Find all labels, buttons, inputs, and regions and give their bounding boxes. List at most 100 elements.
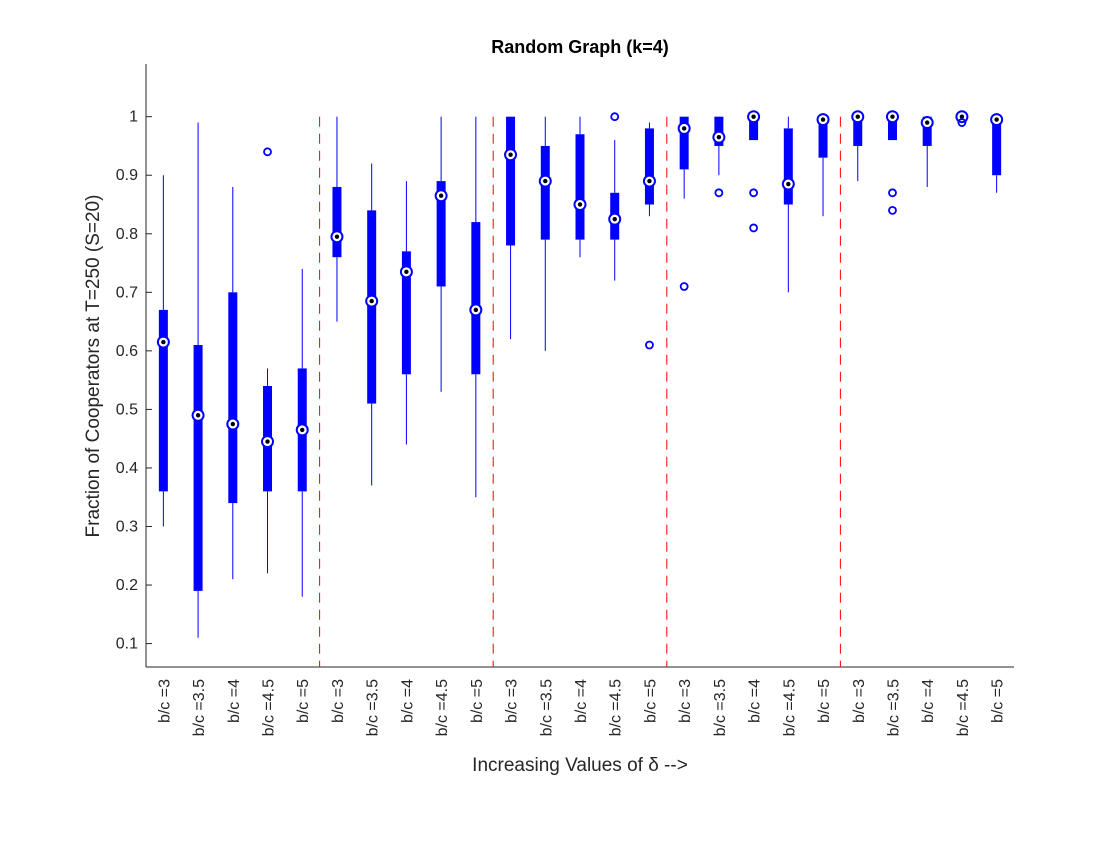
box-16 xyxy=(677,116,691,291)
median-dot xyxy=(508,152,513,157)
interquartile-box xyxy=(228,292,238,504)
outlier-point xyxy=(749,188,758,198)
x-tick-label: b/c =4.5 xyxy=(955,679,972,736)
x-tick-label: b/c =4 xyxy=(226,679,243,723)
median-dot xyxy=(786,181,791,187)
x-axis-label: Increasing Values of δ --> xyxy=(472,755,688,776)
x-tick-label: b/c =5 xyxy=(990,679,1007,723)
interquartile-box xyxy=(992,116,1002,176)
box-12 xyxy=(538,116,552,351)
median-dot xyxy=(265,439,270,444)
y-tick-label: 1 xyxy=(129,109,138,126)
median-dot xyxy=(855,114,860,119)
box-15 xyxy=(642,122,656,350)
interquartile-box xyxy=(644,128,654,205)
interquartile-box xyxy=(193,345,203,591)
x-tick-label: b/c =3 xyxy=(504,679,521,723)
box-23 xyxy=(920,116,934,187)
box-5 xyxy=(295,268,309,597)
median-dot xyxy=(300,427,305,433)
median-dot xyxy=(681,126,687,131)
box-2 xyxy=(191,122,205,638)
y-tick-label: 0.6 xyxy=(116,343,138,360)
median-dot xyxy=(890,114,895,119)
interquartile-box xyxy=(401,251,411,375)
box-14 xyxy=(608,112,622,281)
median-dot xyxy=(751,114,756,119)
x-tick-label: b/c =4 xyxy=(920,679,937,723)
interquartile-box xyxy=(818,116,828,158)
x-tick-label: b/c =3.5 xyxy=(885,679,902,736)
median-dot xyxy=(404,269,409,275)
box-7 xyxy=(365,163,379,486)
x-tick-label: b/c =3 xyxy=(851,679,868,723)
y-tick-label: 0.5 xyxy=(116,401,138,418)
median-dot xyxy=(369,298,374,304)
box-24 xyxy=(955,110,969,127)
y-tick-label: 0.7 xyxy=(116,284,138,301)
chart-title: Random Graph (k=4) xyxy=(491,37,669,57)
x-tick-label: b/c =4 xyxy=(573,679,590,723)
outlier-point xyxy=(888,205,897,215)
interquartile-box xyxy=(332,186,342,258)
interquartile-box xyxy=(783,128,793,205)
plot-area: 0.1 0.2 0.3 0.4 0.5 0.6 0.7 0.8 0.9 1 b/c =3 b/c =3… xyxy=(116,64,1014,736)
interquartile-box xyxy=(158,309,168,492)
x-tick-label: b/c =5 xyxy=(469,679,486,723)
median-dot xyxy=(334,234,340,239)
outlier-point xyxy=(263,147,272,157)
y-tick-label: 0.3 xyxy=(116,518,138,535)
interquartile-box xyxy=(749,116,759,141)
median-dot xyxy=(612,216,617,222)
median-dot xyxy=(959,114,965,119)
x-tick-label: b/c =5 xyxy=(642,679,659,723)
x-tick-label: b/c =3.5 xyxy=(538,679,555,736)
median-dot xyxy=(925,120,930,125)
interquartile-box xyxy=(679,116,689,170)
outlier-point xyxy=(645,340,654,350)
outlier-point xyxy=(610,112,620,122)
interquartile-box xyxy=(922,116,932,146)
interquartile-box xyxy=(506,116,516,246)
box-20 xyxy=(816,113,830,217)
x-tick-label: b/c =4.5 xyxy=(261,679,278,736)
y-tick-label: 0.8 xyxy=(116,226,138,243)
interquartile-box xyxy=(575,134,585,240)
box-13 xyxy=(573,116,587,258)
box-3 xyxy=(226,186,240,580)
median-dot xyxy=(716,134,722,140)
x-tick-label: b/c =3.5 xyxy=(712,679,729,736)
x-tick-label: b/c =3 xyxy=(677,679,694,723)
box-17 xyxy=(712,116,726,198)
x-tick-label: b/c =4.5 xyxy=(781,679,798,736)
y-tick-label: 0.1 xyxy=(116,636,138,653)
interquartile-box xyxy=(853,116,863,146)
median-dot xyxy=(994,117,999,122)
interquartile-box xyxy=(887,116,897,141)
outlier-point xyxy=(749,223,758,233)
median-dot xyxy=(438,193,444,198)
box-22 xyxy=(885,110,899,215)
x-tick-label: b/c =4.5 xyxy=(608,679,625,736)
x-tick-label: b/c =3.5 xyxy=(365,679,382,736)
box-21 xyxy=(851,110,865,182)
x-tick-label: b/c =3.5 xyxy=(191,679,208,736)
x-tick-label: b/c =5 xyxy=(295,679,312,723)
y-axis-label: Fraction of Cooperators at T=250 (S=20) xyxy=(83,195,104,538)
outlier-point xyxy=(957,118,967,127)
median-dot xyxy=(543,178,548,184)
box-25 xyxy=(990,113,1004,193)
interquartile-box xyxy=(540,145,550,240)
x-tick-label: b/c =4.5 xyxy=(434,679,451,736)
y-tick-label: 0.9 xyxy=(116,167,138,184)
box-19 xyxy=(781,116,795,293)
x-tick-label: b/c =4 xyxy=(399,679,416,723)
median-dot xyxy=(230,421,235,427)
box-18 xyxy=(747,110,761,233)
outlier-point xyxy=(714,188,724,198)
median-dot xyxy=(577,202,583,207)
box-6 xyxy=(330,116,344,322)
box-8 xyxy=(399,181,413,445)
